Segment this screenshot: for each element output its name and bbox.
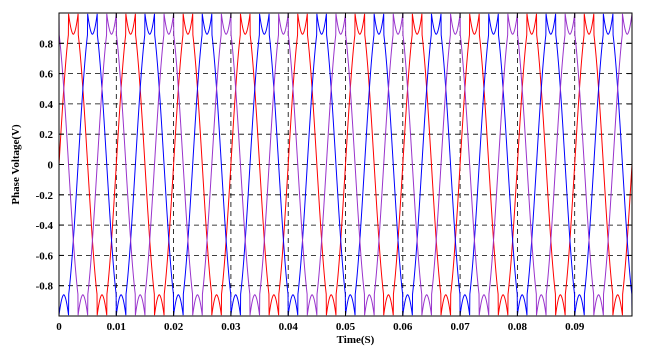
x-tick-label: 0.08: [508, 321, 528, 333]
x-tick-label: 0.01: [107, 321, 126, 333]
axis-ticks: [58, 13, 632, 316]
x-axis-label: Time(S): [337, 334, 375, 346]
y-tick-label: -0.8: [36, 281, 54, 293]
y-tick-labels: 0.8 0.6 0.4 0.2 0 -0.2 -0.4 -0.6 -0.8: [36, 38, 54, 292]
y-tick-label: 0.8: [39, 38, 53, 50]
series-line-1: [58, 13, 633, 316]
y-axis-label: Phase Voltage(V): [10, 124, 22, 205]
x-tick-label: 0.02: [164, 321, 184, 333]
y-tick-label: 0.6: [39, 69, 53, 81]
y-tick-label: 0.2: [39, 129, 53, 141]
y-tick-label: -0.6: [36, 250, 54, 262]
y-tick-label: -0.4: [36, 220, 54, 232]
y-tick-label: -0.2: [36, 190, 54, 202]
y-tick-label: 0.4: [39, 99, 53, 111]
x-tick-label: 0.09: [565, 321, 585, 333]
y-tick-label: 0: [48, 160, 54, 172]
x-tick-label: 0.07: [450, 321, 470, 333]
x-tick-label: 0.05: [336, 321, 356, 333]
x-tick-labels: 0 0.01 0.02 0.03 0.04 0.05 0.06 0.07 0.08 0.09: [56, 321, 585, 333]
x-tick-label: 0: [56, 321, 62, 333]
x-tick-label: 0.04: [279, 321, 299, 333]
x-tick-label: 0.03: [221, 321, 241, 333]
x-tick-label: 0.06: [393, 321, 413, 333]
